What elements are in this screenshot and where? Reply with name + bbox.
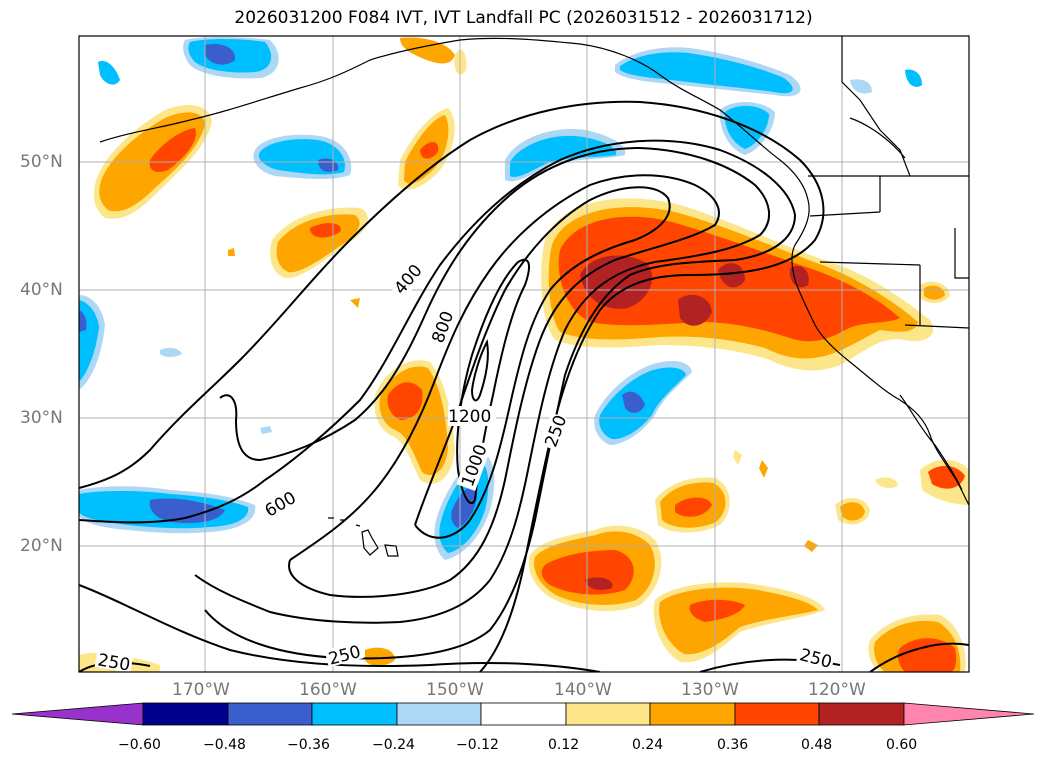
pc-negative-region (260, 426, 272, 434)
ivt-contour-600 (194, 146, 770, 624)
contour-label: 800 (428, 309, 458, 346)
pc-positive-region (759, 460, 768, 478)
pc-positive-region (789, 265, 809, 288)
colorbar-tick-label: 0.48 (801, 737, 833, 753)
lon-label: 130°W (681, 680, 739, 700)
colorbar-tick-label: 0.36 (717, 737, 749, 753)
colorbar-segment (396, 702, 482, 726)
map-title: 2026031200 F084 IVT, IVT Landfall PC (20… (234, 8, 813, 28)
lat-label: 20°N (20, 536, 63, 556)
pc-positive-region (400, 37, 455, 64)
colorbar-extend-right (903, 702, 1035, 726)
contour-label: 1200 (448, 407, 491, 427)
pc-positive-region (420, 142, 439, 159)
pc-positive-region (585, 577, 613, 590)
ivt-contour-1200 (470, 338, 489, 402)
colorbar-segment (480, 702, 567, 726)
ivt-contour-inner (456, 258, 531, 505)
colorbar-tick-label: −0.60 (118, 737, 161, 753)
colorbar-segment (649, 702, 736, 726)
pc-negative-region (160, 347, 182, 357)
pc-negative-region (98, 60, 120, 85)
pc-positive-region (924, 285, 945, 300)
pc-negative-region (850, 79, 872, 94)
pc-positive-region (678, 294, 712, 326)
pc-negative-region (205, 43, 236, 65)
pc-positive-region (387, 382, 423, 420)
pc-positive-region (875, 477, 898, 488)
pc-negative-region (451, 485, 478, 528)
contour-label: 250 (797, 645, 834, 673)
graticule (79, 36, 969, 672)
colorbar-tick-label: −0.48 (203, 737, 246, 753)
ivt-contours (79, 100, 969, 672)
colorbar-tick-label: −0.24 (372, 737, 415, 753)
pc-positive-region (228, 248, 235, 256)
ivt-contour-250e (869, 642, 969, 672)
pc-positive-region (350, 298, 360, 308)
colorbar-segment (818, 702, 905, 726)
lon-label: 150°W (426, 680, 484, 700)
baja-coast (899, 394, 963, 491)
lon-label: 170°W (172, 680, 230, 700)
pc-negative-region (79, 310, 87, 332)
pc-negative-region (620, 52, 793, 94)
pc-positive-region (928, 465, 965, 489)
pc-negative-region (905, 69, 922, 87)
pc-positive-region (840, 502, 865, 521)
pc-positive-region (718, 263, 745, 288)
colorbar-segment (227, 702, 313, 726)
pc-negative-region (510, 135, 617, 177)
contour-label: 400 (390, 261, 426, 299)
colorbar (11, 702, 1035, 726)
pc-negative-region (149, 498, 225, 524)
state-borders (809, 176, 969, 329)
pc-positive-region (365, 647, 395, 666)
pc-positive-region (733, 450, 742, 465)
colorbar-tick-label: −0.12 (456, 737, 499, 753)
colorbar-segment (142, 702, 229, 726)
plot-frame (78, 35, 970, 673)
colorbar-segment (311, 702, 398, 726)
pc-negative-region (622, 391, 645, 413)
pc-positive-region (897, 638, 957, 672)
pc-positive-region (675, 497, 712, 517)
colorbar-segment (734, 702, 820, 726)
lat-label: 30°N (20, 408, 63, 428)
colorbar-tick-label: 0.12 (548, 737, 580, 753)
colorbar-tick-label: 0.60 (886, 737, 918, 753)
shading-layer (79, 37, 969, 672)
bc-coast (791, 199, 969, 506)
colorbar-tick-label: 0.24 (632, 737, 664, 753)
canada-province-border (841, 36, 911, 177)
ivt-contour-1000 (414, 186, 671, 539)
pc-positive-region (689, 599, 745, 622)
lat-label: 50°N (20, 152, 63, 172)
hawaii-islands (328, 517, 399, 557)
pc-positive-region (149, 128, 196, 172)
lon-label: 160°W (299, 680, 357, 700)
ivt-contour-800 (288, 174, 720, 598)
lat-label: 40°N (20, 280, 63, 300)
colorbar-segment (565, 702, 651, 726)
lon-label: 140°W (554, 680, 612, 700)
colorbar-tick-label: −0.36 (287, 737, 330, 753)
colorbar-extend-left (11, 702, 144, 726)
lon-label: 120°W (808, 680, 866, 700)
